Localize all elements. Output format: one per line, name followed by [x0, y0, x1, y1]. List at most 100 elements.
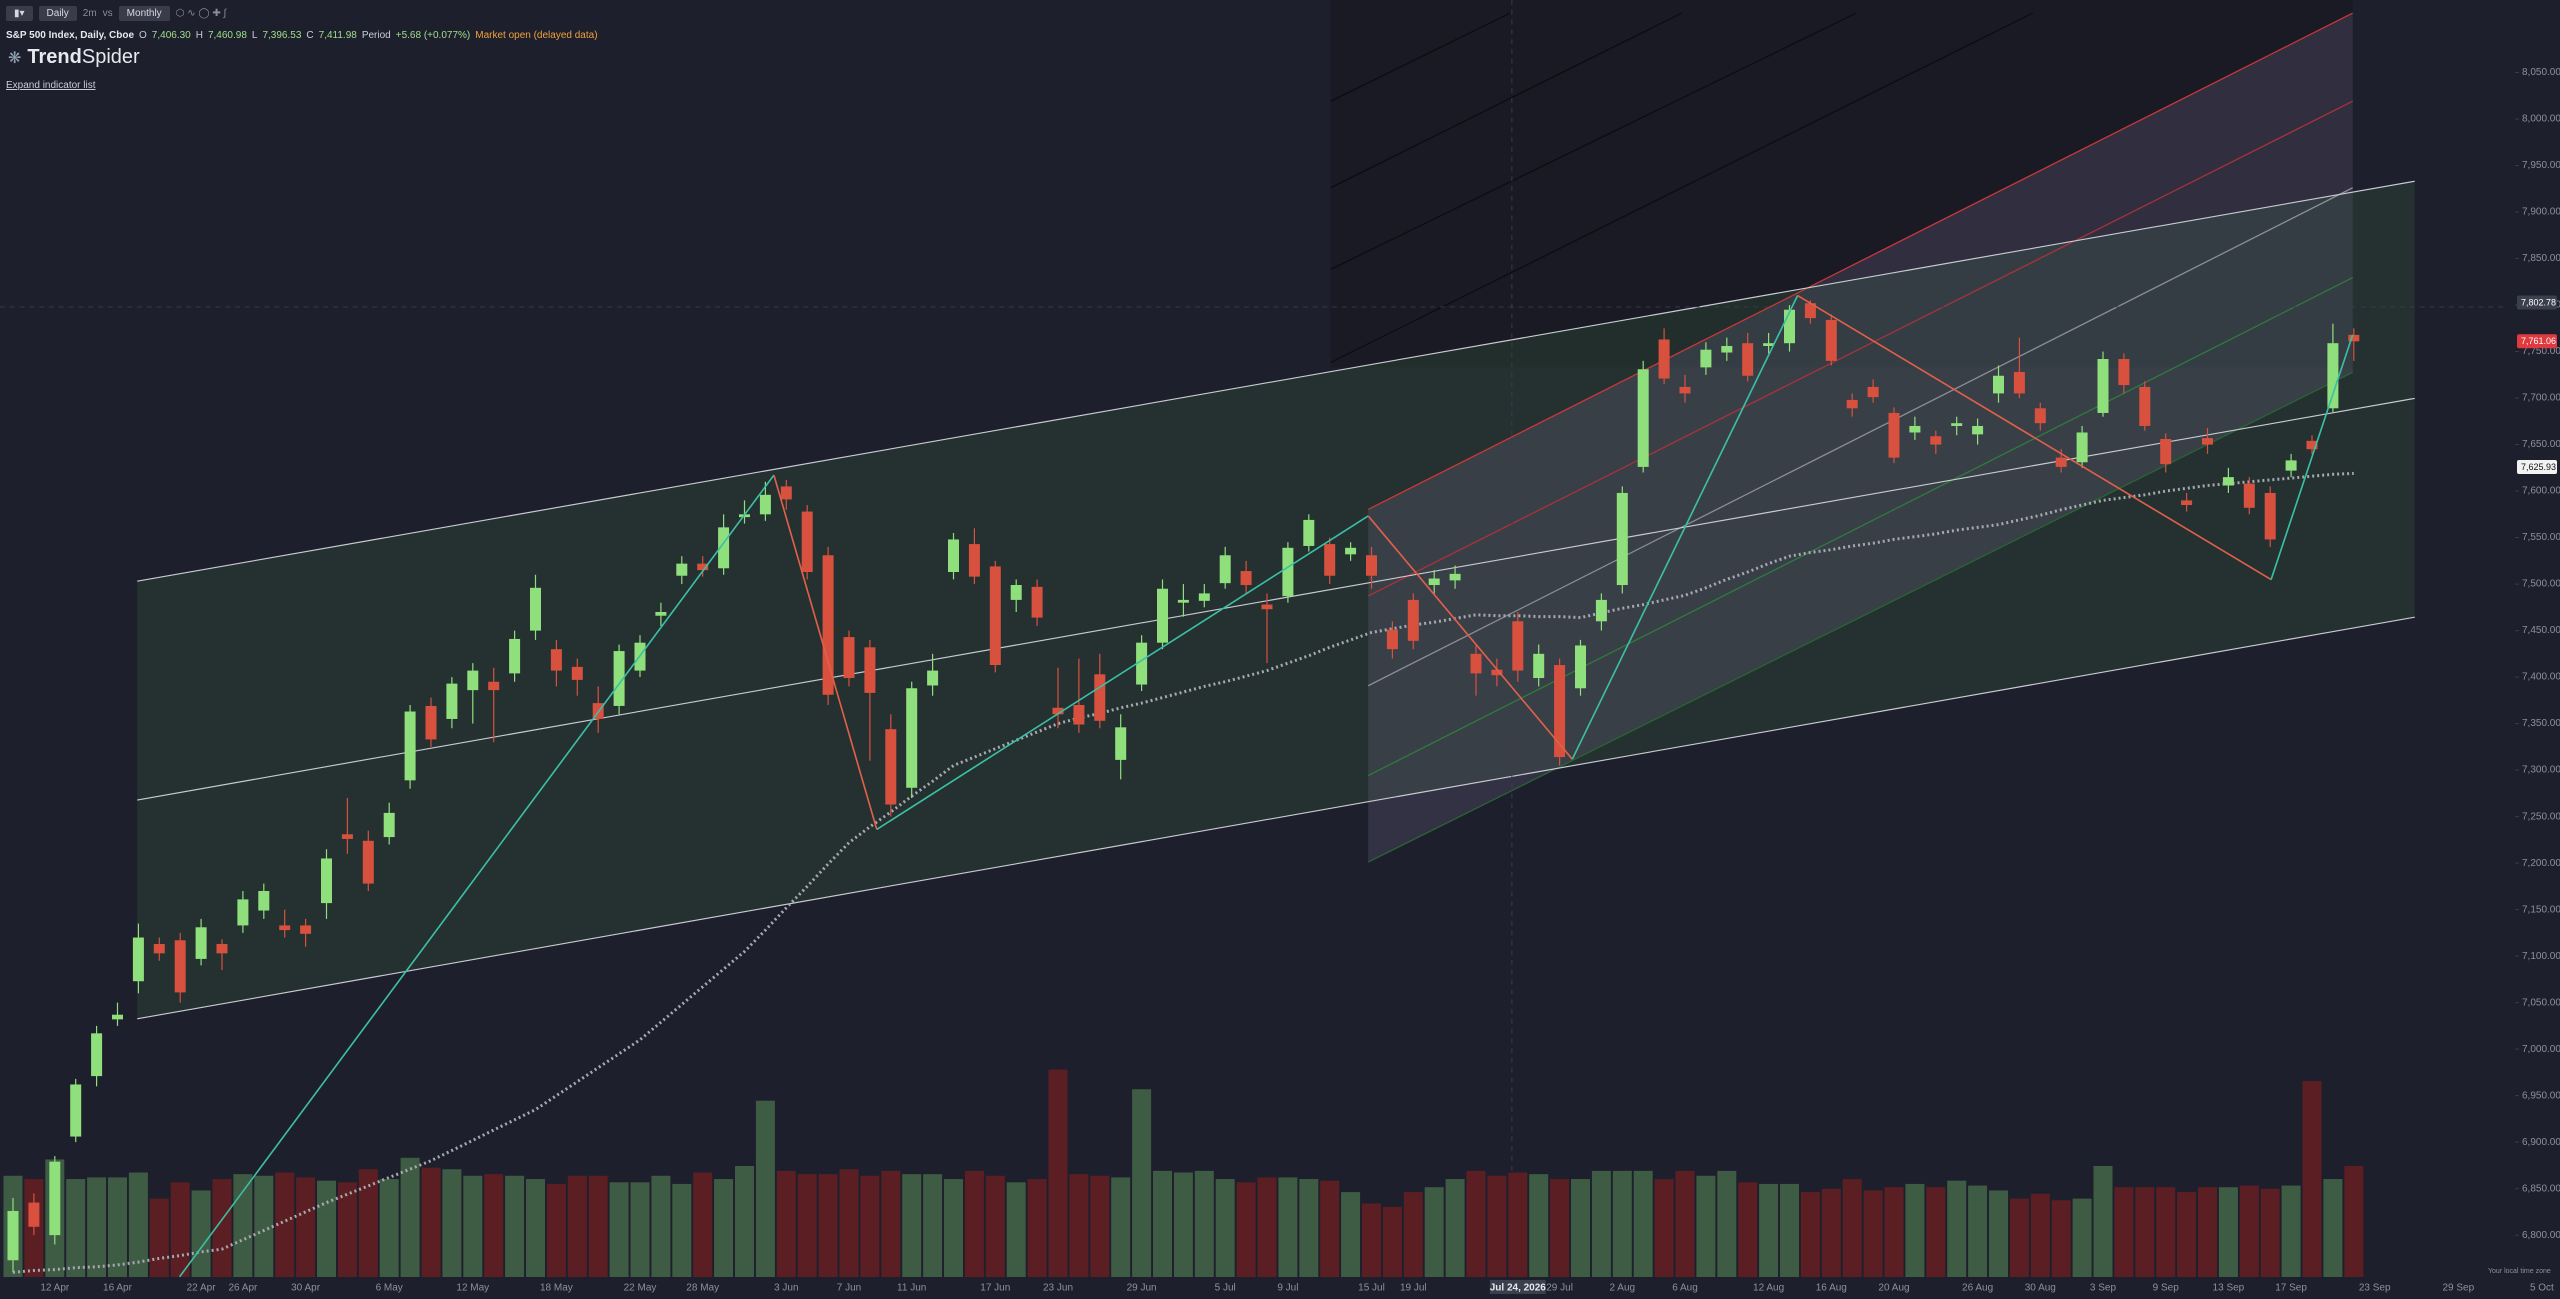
- candle-body: [1010, 585, 1022, 600]
- volume-bar: [693, 1172, 713, 1277]
- volume-bar: [275, 1172, 295, 1277]
- range[interactable]: 2m: [82, 8, 97, 19]
- x-tick-label: 9 Jul: [1277, 1283, 1298, 1294]
- candle-body: [1407, 599, 1419, 641]
- expand-indicators[interactable]: Expand indicator list: [6, 80, 96, 91]
- volume-bar: [735, 1165, 754, 1277]
- zigzag-up: [178, 474, 775, 1278]
- candle-body: [927, 670, 939, 686]
- volume-bar: [609, 1182, 629, 1277]
- compare-select[interactable]: Monthly: [118, 6, 170, 21]
- zigzag-up: [876, 515, 1369, 831]
- volume-bar: [1153, 1170, 1172, 1277]
- x-tick-label: 12 Aug: [1753, 1283, 1784, 1294]
- candle-body: [1679, 386, 1691, 394]
- x-tick-label: 3 Sep: [2090, 1283, 2117, 1294]
- candle-body: [1554, 665, 1566, 758]
- candle-body: [1136, 642, 1148, 685]
- toolbar: ▮▾ Daily 2m vs Monthly ⬡ ∿ ◯ ✚ ∫: [6, 6, 226, 21]
- volume-bar: [1821, 1188, 1841, 1277]
- volume-bar: [1905, 1183, 1925, 1277]
- candle-body: [655, 611, 667, 616]
- o-value: 7,406.30: [151, 30, 191, 41]
- fan-line: [1330, 12, 2034, 364]
- volume-bar: [1173, 1172, 1193, 1277]
- y-tick-label: 8,000.00: [2522, 114, 2560, 125]
- y-tick-label: 7,400.00: [2522, 672, 2560, 683]
- h-value: 7,460.98: [207, 30, 247, 41]
- tool-icons[interactable]: ⬡ ∿ ◯ ✚ ∫: [175, 8, 227, 19]
- candle-body: [1846, 399, 1858, 409]
- candle-body: [1804, 303, 1816, 319]
- candle-body: [362, 840, 374, 884]
- interval-select[interactable]: Daily: [38, 6, 77, 21]
- candle-body: [1763, 343, 1775, 346]
- candle-body: [1867, 386, 1879, 398]
- volume-bar: [1403, 1192, 1423, 1277]
- volume-bar: [1341, 1192, 1361, 1277]
- candle-body: [1345, 547, 1357, 555]
- volume-bar: [797, 1174, 817, 1277]
- volume-bar: [944, 1179, 963, 1277]
- candle-body: [2264, 492, 2276, 540]
- volume-bar: [1780, 1183, 1799, 1277]
- volume-bar: [1278, 1177, 1298, 1277]
- x-tick-label: 17 Sep: [2275, 1283, 2307, 1294]
- volume-bar: [1257, 1177, 1277, 1277]
- volume-bar: [1069, 1174, 1089, 1277]
- candle-body: [1595, 599, 1607, 622]
- volume-bar: [1591, 1170, 1611, 1277]
- volume-bar: [1759, 1183, 1779, 1277]
- volume-bar: [1884, 1187, 1904, 1277]
- y-tick-label: 7,950.00: [2522, 160, 2560, 171]
- chart-type-button[interactable]: ▮▾: [6, 6, 33, 21]
- y-tick-label: 7,250.00: [2522, 811, 2560, 822]
- y-tick-label: 7,700.00: [2522, 393, 2560, 404]
- pitchfork-line: [1367, 100, 2354, 597]
- candle-body: [1951, 423, 1963, 426]
- candle-body: [2118, 359, 2130, 386]
- volume-bar: [2114, 1187, 2134, 1277]
- volume-bar: [1048, 1069, 1068, 1277]
- candle-body: [906, 688, 918, 788]
- y-tick-label: 6,800.00: [2522, 1230, 2560, 1241]
- volume-bar: [964, 1170, 984, 1277]
- volume-bar: [1800, 1192, 1820, 1277]
- volume-bar: [212, 1179, 232, 1277]
- candle-body: [1784, 309, 1795, 344]
- volume-bar: [1926, 1187, 1946, 1277]
- volume-bar: [484, 1174, 504, 1277]
- x-tick-label: 29 Jun: [1127, 1283, 1157, 1294]
- x-tick-label: 16 Aug: [1816, 1283, 1847, 1294]
- volume-bar: [87, 1177, 107, 1277]
- x-tick-label: 12 Apr: [40, 1283, 70, 1294]
- candle-body: [822, 555, 834, 695]
- candle-body: [948, 539, 959, 572]
- volume-bar: [379, 1179, 399, 1277]
- crosshair-date-bg: [1489, 1280, 1546, 1294]
- volume-bar: [881, 1170, 901, 1277]
- price-tag: [2517, 295, 2557, 310]
- candle-body: [2160, 438, 2172, 465]
- volume-bar: [2072, 1198, 2092, 1277]
- volume-bar: [1842, 1179, 1862, 1277]
- y-tick-label: 7,000.00: [2522, 1044, 2560, 1055]
- volume-bar: [1529, 1174, 1549, 1277]
- brand: ❋ TrendSpider: [8, 46, 140, 69]
- fan-line: [1330, 12, 1857, 270]
- volume-bar: [714, 1179, 734, 1277]
- candle-body: [446, 683, 458, 719]
- volume-bar: [442, 1169, 462, 1277]
- candle-body: [1219, 555, 1231, 584]
- h-key: H: [195, 30, 203, 41]
- volume-bar: [755, 1100, 775, 1277]
- volume-bar: [776, 1170, 796, 1277]
- volume-bar: [400, 1157, 420, 1277]
- candle-body: [279, 925, 291, 931]
- y-tick-label: 6,950.00: [2522, 1090, 2560, 1101]
- volume-bar: [317, 1180, 336, 1277]
- x-tick-label: 30 Aug: [2025, 1283, 2056, 1294]
- y-tick-label: 8,050.00: [2522, 67, 2560, 78]
- volume-bar: [2093, 1165, 2113, 1277]
- y-tick-label: 7,350.00: [2522, 718, 2560, 729]
